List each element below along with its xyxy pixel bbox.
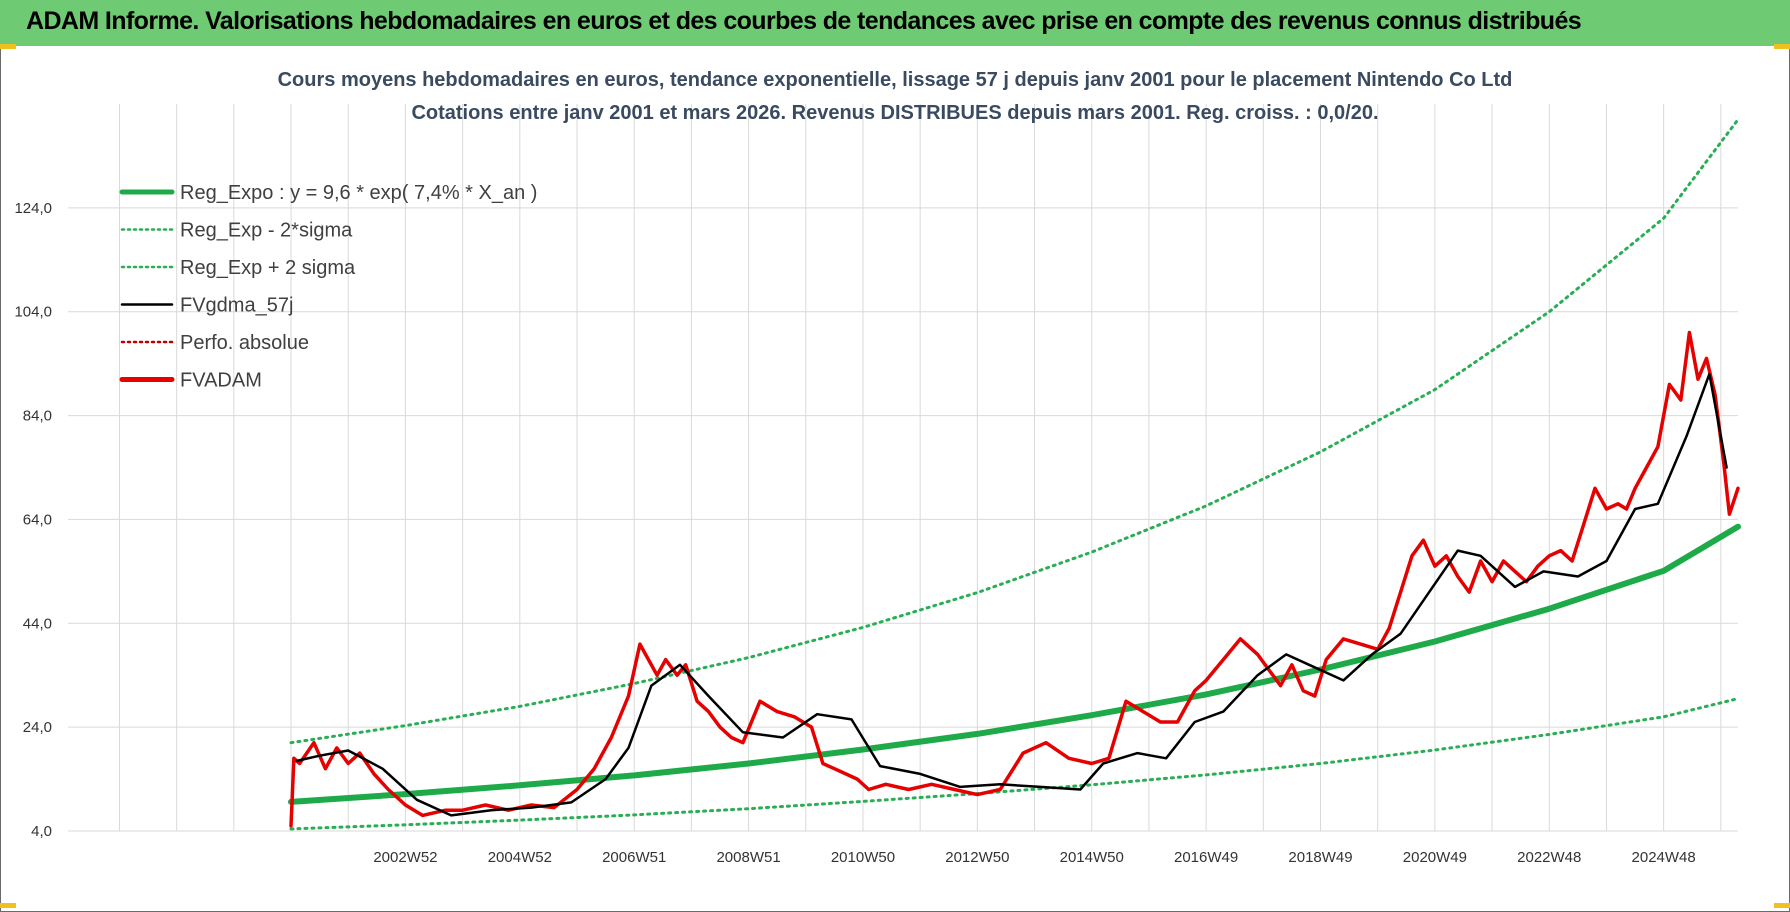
legend-label: FVADAM — [180, 370, 262, 392]
x-tick-label: 2012W50 — [945, 849, 1009, 866]
plot-area — [288, 118, 1741, 831]
x-tick-label: 2008W51 — [716, 849, 780, 866]
chart-title: Cours moyens hebdomadaires en euros, ten… — [278, 69, 1513, 91]
corner-marker — [0, 44, 16, 49]
corner-marker — [0, 903, 16, 908]
x-tick-label: 2018W49 — [1288, 849, 1352, 866]
corner-marker — [1774, 44, 1790, 49]
legend-label: Reg_Exp + 2 sigma — [180, 257, 356, 279]
series-reg-expo — [288, 523, 1741, 805]
series-fvgdma — [295, 372, 1728, 817]
corner-marker — [1774, 903, 1790, 908]
legend-label: Reg_Expo : y = 9,6 * exp( 7,4% * X_an ) — [180, 182, 537, 204]
y-tick-label: 104,0 — [14, 304, 52, 321]
x-tick-label: 2022W48 — [1517, 849, 1581, 866]
x-tick-label: 2010W50 — [831, 849, 895, 866]
chart-svg: Cours moyens hebdomadaires en euros, ten… — [14, 69, 1741, 866]
legend: Reg_Expo : y = 9,6 * exp( 7,4% * X_an ) R… — [119, 182, 537, 392]
series-fvadam — [289, 330, 1740, 828]
y-tick-label: 84,0 — [23, 408, 52, 425]
legend-label: FVgdma_57j — [180, 295, 293, 317]
series-reg-plus-2sigma — [289, 118, 1740, 745]
y-tick-label: 64,0 — [23, 511, 52, 528]
x-axis: 2002W52 2004W52 2006W51 2008W51 2010W50 2012W… — [373, 849, 1695, 866]
x-tick-label: 2014W50 — [1060, 849, 1124, 866]
x-tick-label: 2020W49 — [1403, 849, 1467, 866]
x-tick-label: 2024W48 — [1632, 849, 1696, 866]
series-reg-minus-2sigma — [289, 697, 1740, 831]
legend-label: Perfo. absolue — [180, 332, 309, 354]
header-title: ADAM Informe. Valorisations hebdomadaire… — [26, 7, 1582, 35]
y-tick-label: 4,0 — [31, 823, 52, 840]
y-tick-label: 44,0 — [23, 615, 52, 632]
chart-subtitle: Cotations entre janv 2001 et mars 2026. … — [411, 102, 1378, 124]
chart-grid — [68, 104, 1738, 832]
y-tick-label: 24,0 — [23, 719, 52, 736]
x-tick-label: 2002W52 — [373, 849, 437, 866]
x-tick-label: 2004W52 — [488, 849, 552, 866]
legend-label: Reg_Exp - 2*sigma — [180, 220, 353, 242]
x-tick-label: 2006W51 — [602, 849, 666, 866]
header-bar: ADAM Informe. Valorisations hebdomadaire… — [0, 0, 1790, 46]
x-tick-label: 2016W49 — [1174, 849, 1238, 866]
y-axis: 4,0 24,0 44,0 64,0 84,0 104,0 124,0 — [14, 200, 52, 840]
y-tick-label: 124,0 — [14, 200, 52, 217]
